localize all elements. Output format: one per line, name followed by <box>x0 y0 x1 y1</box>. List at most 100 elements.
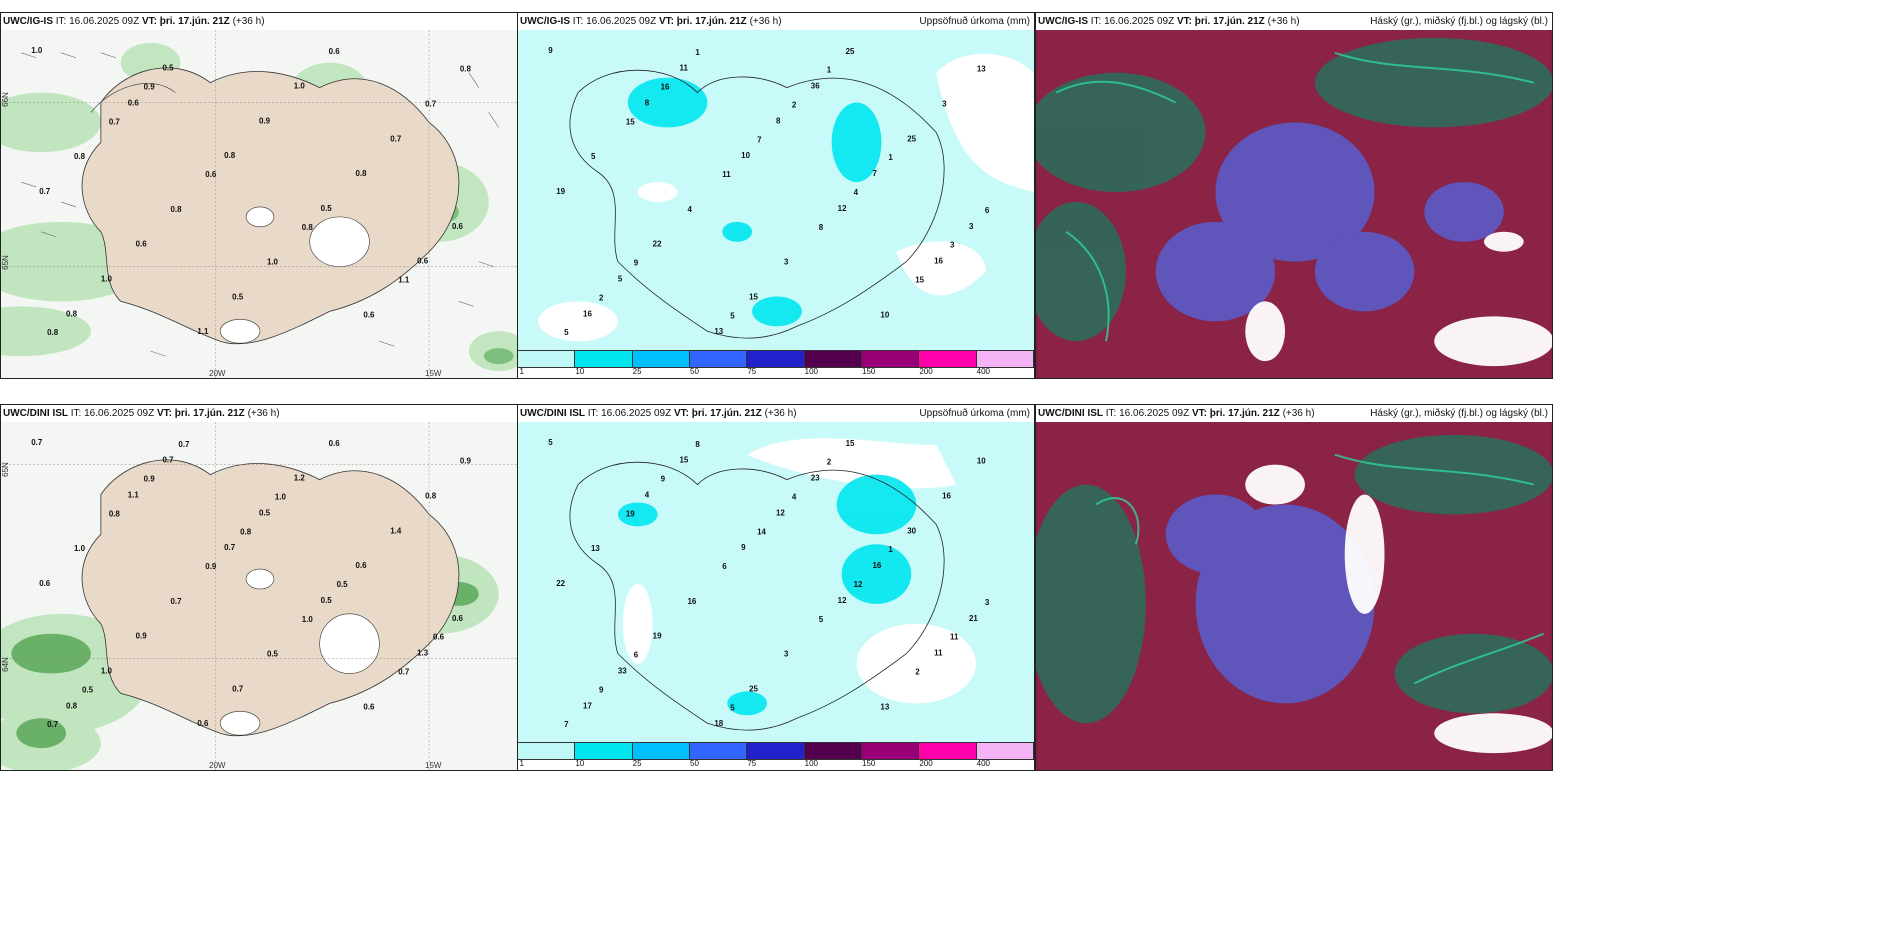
value-label: 8 <box>695 440 700 449</box>
panel-header: UWC/DINI ISL IT: 16.06.2025 09Z VT: þri.… <box>1 405 517 422</box>
value-label: 33 <box>618 667 627 676</box>
colorbar-label: 50 <box>690 759 699 768</box>
value-label: 0.8 <box>170 205 182 214</box>
value-label: 30 <box>907 526 916 535</box>
value-label: 0.8 <box>355 169 367 178</box>
value-label: 19 <box>653 632 662 641</box>
value-label: 0.7 <box>178 440 190 449</box>
map-panel-ig-clouds: UWC/IG-IS IT: 16.06.2025 09Z VT: þri. 17… <box>1035 12 1553 379</box>
value-label: 5 <box>618 275 623 284</box>
value-label: 7 <box>757 135 762 144</box>
value-label: 16 <box>687 597 696 606</box>
value-label: 9 <box>741 543 746 552</box>
value-label: 6 <box>722 562 727 571</box>
value-label: 9 <box>548 46 553 55</box>
value-label: 8 <box>645 98 650 107</box>
value-label: 0.7 <box>31 438 43 447</box>
value-label: 0.6 <box>136 240 148 249</box>
value-label: 0.5 <box>163 64 175 73</box>
value-label: 1.0 <box>294 82 306 91</box>
value-label: 0.9 <box>259 116 271 125</box>
value-label: 1.1 <box>128 490 140 499</box>
value-label: 0.8 <box>66 701 78 710</box>
value-label: 18 <box>714 719 723 728</box>
value-label: 16 <box>583 309 592 318</box>
value-label: 16 <box>661 83 670 92</box>
lat-label-65n: 65N <box>0 462 10 477</box>
value-label: 11 <box>722 170 731 179</box>
value-label: 0.6 <box>39 579 51 588</box>
colorbar-label: 100 <box>804 759 819 768</box>
colorbar-swatch <box>804 351 862 367</box>
value-label: 11 <box>950 633 959 642</box>
value-label: 0.5 <box>82 685 94 694</box>
colorbar-swatch <box>518 743 576 759</box>
value-label: 6 <box>634 651 639 660</box>
value-label: 15 <box>680 456 689 465</box>
value-label: 36 <box>811 82 820 91</box>
value-label: 10 <box>741 151 750 160</box>
value-label: 0.6 <box>433 633 445 642</box>
value-label: 0.6 <box>329 439 341 448</box>
value-label: 1.4 <box>390 526 402 535</box>
colorbar-label: 200 <box>919 759 933 768</box>
value-label: 13 <box>880 702 889 711</box>
value-label: 9 <box>634 259 639 268</box>
map-panel-dini-clouds: UWC/DINI ISL IT: 16.06.2025 09Z VT: þri.… <box>1035 404 1553 771</box>
colorbar-swatch <box>575 743 633 759</box>
value-label: 1.0 <box>101 667 113 676</box>
value-label: 0.6 <box>128 98 140 107</box>
value-label: 11 <box>934 649 943 658</box>
precip-colorbar: 1 10 25 50 75 100 150 200 400 <box>518 350 1034 378</box>
value-label: 5 <box>548 438 553 447</box>
value-label: 0.9 <box>144 475 156 484</box>
value-label: 19 <box>556 187 565 196</box>
value-label: 1.0 <box>267 258 279 267</box>
cloud-map <box>1036 29 1552 378</box>
value-label: 22 <box>653 240 662 249</box>
wind-map: 0.7 1.1 0.7 0.5 1.3 0.8 0.7 0.5 0.6 0.6 1.0 0.6 1.2 1… <box>1 421 517 770</box>
value-label: 23 <box>811 474 820 483</box>
wind-map: 1.0 0.6 0.8 0.5 0.6 0.8 0.5 0.9 0.8 0.6 1.0 1.1 1.0 0… <box>1 29 517 378</box>
colorbar-label: 75 <box>747 759 757 768</box>
precip-colorbar: 1 10 25 50 75 100 150 200 400 <box>518 742 1034 770</box>
value-label: 2 <box>827 458 832 467</box>
colorbar-label: 150 <box>862 367 876 376</box>
panel-header: UWC/IG-IS IT: 16.06.2025 09Z VT: þri. 17… <box>518 13 1034 30</box>
colorbar-swatch <box>919 743 977 759</box>
value-label: 12 <box>776 508 785 517</box>
value-label: 22 <box>556 579 565 588</box>
value-label: 12 <box>838 204 847 213</box>
value-label: 1.3 <box>417 649 429 658</box>
value-label: 0.8 <box>425 491 437 500</box>
value-label: 9 <box>661 475 666 484</box>
colorbar-label: 1 <box>519 367 524 376</box>
value-label: 17 <box>583 701 592 710</box>
value-label: 2 <box>599 293 604 302</box>
value-label: 0.5 <box>337 580 349 589</box>
value-label: 0.8 <box>74 152 86 161</box>
value-label: 0.7 <box>170 597 182 606</box>
colorbar-label: 1 <box>519 759 524 768</box>
value-label: 15 <box>846 439 855 448</box>
colorbar-swatch <box>747 351 805 367</box>
value-label: 14 <box>757 527 766 536</box>
value-label: 16 <box>942 491 951 500</box>
value-label: 0.6 <box>417 257 429 266</box>
value-label: 0.8 <box>66 309 78 318</box>
value-label: 13 <box>591 544 600 553</box>
colorbar-label: 25 <box>632 759 642 768</box>
colorbar-label: 400 <box>976 367 991 376</box>
value-label: 0.7 <box>390 134 402 143</box>
value-label: 0.6 <box>363 310 375 319</box>
value-label: 5 <box>730 311 735 320</box>
colorbar-label: 75 <box>747 367 757 376</box>
panel-header: UWC/DINI ISL IT: 16.06.2025 09Z VT: þri.… <box>518 405 1034 422</box>
colorbar-label: 400 <box>976 759 991 768</box>
value-label: 0.9 <box>144 83 156 92</box>
panel-header: UWC/IG-IS IT: 16.06.2025 09Z VT: þri. 17… <box>1036 13 1552 30</box>
value-label: 2 <box>915 668 920 677</box>
panel-header: UWC/IG-IS IT: 16.06.2025 09Z VT: þri. 17… <box>1 13 517 30</box>
cloud-map <box>1036 421 1552 770</box>
map-panel-dini-wind: UWC/DINI ISL IT: 16.06.2025 09Z VT: þri.… <box>0 404 518 771</box>
